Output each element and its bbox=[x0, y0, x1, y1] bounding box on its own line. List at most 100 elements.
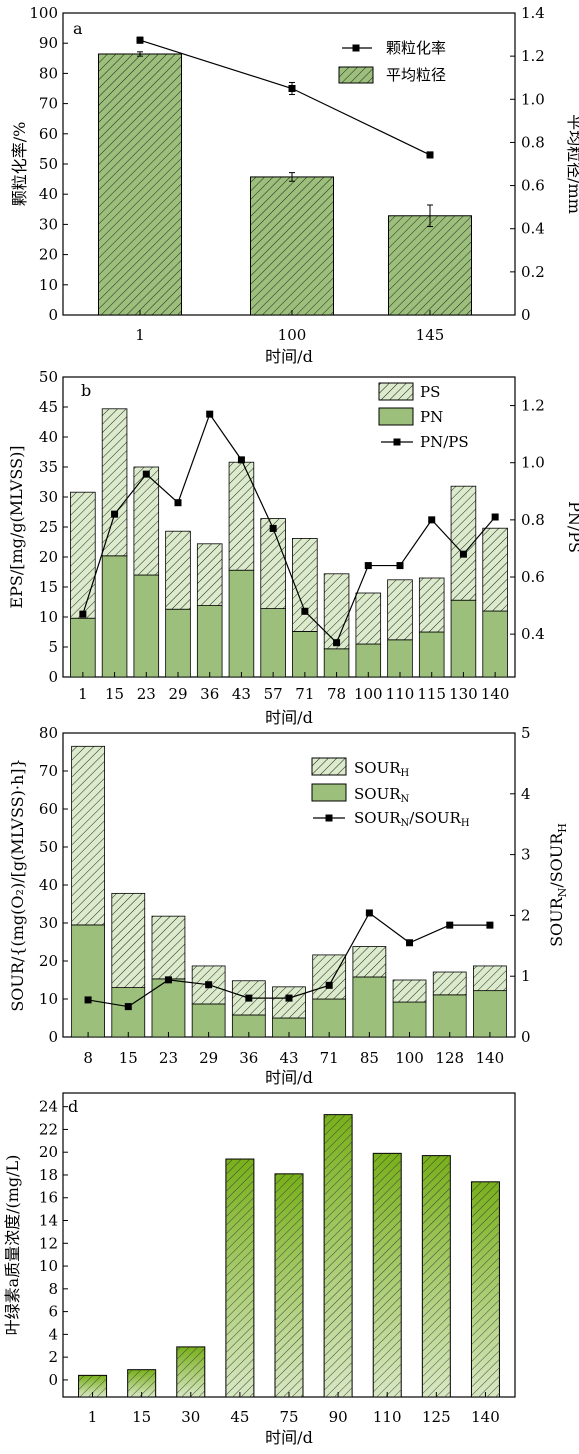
label-part: SOUR bbox=[354, 759, 401, 777]
line-point bbox=[237, 456, 245, 464]
bar-sourh bbox=[432, 971, 467, 996]
y-tick-label-right: 1.0 bbox=[521, 454, 545, 472]
line-layer bbox=[136, 36, 434, 159]
panel-label: d bbox=[68, 1097, 78, 1116]
y-tick-label-right: 0.8 bbox=[521, 511, 545, 529]
legend-label: SOURN bbox=[354, 785, 410, 805]
legend-label: SOURN/SOURH bbox=[354, 809, 470, 829]
bar-sourn bbox=[473, 990, 507, 1038]
bar-hatch bbox=[225, 1159, 254, 1397]
line-point bbox=[205, 981, 213, 989]
y-axis-label: 叶绿素a质量浓度/(mg/L) bbox=[3, 1155, 22, 1336]
bar-pn bbox=[450, 599, 477, 678]
x-axis-label: 时间/d bbox=[265, 347, 313, 366]
y-tick-label-left: 30 bbox=[39, 215, 58, 233]
line-point bbox=[406, 939, 414, 947]
y-tick-label-right: 1.4 bbox=[521, 4, 545, 22]
legend-swatch-pn bbox=[378, 407, 414, 426]
y-tick-label: 4 bbox=[48, 1325, 58, 1343]
line-series bbox=[139, 39, 431, 156]
bar-ps bbox=[387, 579, 413, 641]
x-axis-label: 时间/d bbox=[265, 1428, 313, 1447]
y-tick-label-left: 10 bbox=[39, 990, 58, 1008]
bar bbox=[98, 53, 182, 316]
bar bbox=[388, 215, 472, 316]
legend-swatch-sourh bbox=[311, 757, 347, 776]
bar-ps bbox=[70, 491, 96, 619]
x-tick-label: 145 bbox=[416, 326, 445, 344]
line-point bbox=[269, 524, 277, 532]
bar-sourh bbox=[352, 946, 387, 978]
bar-pn bbox=[418, 631, 445, 678]
y-tick-label: 14 bbox=[39, 1212, 58, 1230]
bar-ps bbox=[323, 573, 350, 650]
line-point bbox=[288, 85, 296, 92]
bar-sourh bbox=[473, 965, 507, 992]
bar bbox=[470, 1181, 500, 1398]
line-point bbox=[136, 36, 144, 44]
label-part: /SOUR bbox=[409, 809, 461, 827]
x-tick-label: 36 bbox=[239, 1049, 258, 1067]
y-tick-label-right: 0 bbox=[521, 306, 531, 324]
line-point bbox=[124, 1003, 132, 1011]
label-part: SOUR bbox=[354, 809, 401, 827]
line-point bbox=[174, 499, 182, 507]
x-tick-label: 15 bbox=[119, 1049, 138, 1067]
bar-ps bbox=[418, 577, 445, 633]
y-tick-label-left: 5 bbox=[48, 638, 58, 656]
line-series bbox=[82, 412, 496, 644]
label-sub: N bbox=[401, 794, 410, 805]
line-point bbox=[325, 981, 333, 989]
plot-frame bbox=[62, 376, 516, 678]
y-tick-label: 22 bbox=[39, 1120, 58, 1138]
line-point bbox=[79, 610, 87, 618]
y-tick-label-right: 0 bbox=[521, 1028, 531, 1046]
panel-label: a bbox=[73, 19, 83, 38]
y-tick-label-right: 5 bbox=[521, 724, 531, 742]
bar-sourn bbox=[312, 998, 347, 1038]
y-tick-label: 10 bbox=[39, 1257, 58, 1275]
legend-line-point bbox=[325, 814, 333, 822]
x-tick-label: 45 bbox=[230, 1408, 249, 1426]
bar-sourh bbox=[312, 954, 347, 1000]
x-tick-label: 78 bbox=[327, 685, 346, 703]
legend: PS PN PN/PS bbox=[378, 382, 469, 451]
line-point bbox=[164, 976, 172, 984]
bar-sourn bbox=[111, 987, 146, 1038]
label-part: /SOUR bbox=[547, 832, 566, 888]
line-point bbox=[365, 909, 373, 917]
y-tick-label-left: 90 bbox=[39, 34, 58, 52]
x-tick-label: 57 bbox=[264, 685, 283, 703]
bars-layer bbox=[70, 408, 508, 678]
bar bbox=[78, 1374, 108, 1398]
bar-sourn bbox=[71, 924, 105, 1038]
y-tick-label-right: 0.6 bbox=[521, 177, 545, 195]
legend-label: PS bbox=[420, 383, 440, 401]
y-tick-label-left: 0 bbox=[48, 668, 58, 686]
legend: SOURH SOURN SOURN/SOURH bbox=[311, 757, 470, 829]
line-point bbox=[333, 639, 341, 647]
legend-line-point bbox=[393, 438, 401, 446]
x-tick-label: 1 bbox=[88, 1408, 98, 1426]
bar-hatch bbox=[471, 1181, 500, 1397]
y-tick-label-right: 4 bbox=[521, 785, 531, 803]
y-axis-label-right: 平均粒径/mm bbox=[565, 114, 579, 214]
y-tick-label-right: 1.0 bbox=[521, 90, 545, 108]
panel-a: a 0 10 20 30 40 50 60 70 80 90 100 0 0.2 0.4 0.6 0.8 1.0… bbox=[10, 4, 579, 366]
line-point bbox=[459, 550, 467, 558]
x-axis-label: 时间/d bbox=[265, 708, 313, 727]
bar-pn bbox=[260, 608, 286, 678]
x-tick-label: 30 bbox=[181, 1408, 200, 1426]
bar-sourh bbox=[111, 892, 146, 988]
legend-label: PN bbox=[420, 408, 443, 426]
bar-ps bbox=[165, 530, 191, 610]
bar-sourh bbox=[71, 745, 105, 926]
bar-hatch bbox=[78, 1375, 107, 1397]
label-sub: H bbox=[401, 768, 410, 779]
y-tick-label: 8 bbox=[48, 1280, 58, 1298]
y-tick-label-left: 20 bbox=[39, 548, 58, 566]
y-tick-label-right: 0.8 bbox=[521, 133, 545, 151]
x-tick-label: 43 bbox=[279, 1049, 298, 1067]
legend-bar-swatch bbox=[338, 66, 374, 84]
